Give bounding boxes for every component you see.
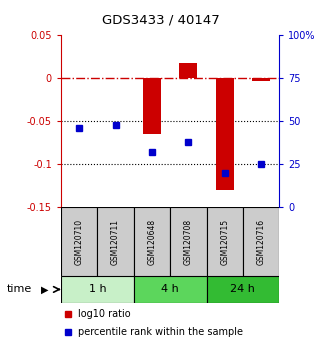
Text: percentile rank within the sample: percentile rank within the sample <box>78 327 243 337</box>
Text: GSM120716: GSM120716 <box>256 219 265 265</box>
Text: 1 h: 1 h <box>89 285 106 295</box>
Text: ▶: ▶ <box>41 285 49 295</box>
Text: GSM120711: GSM120711 <box>111 219 120 265</box>
Text: time: time <box>6 285 32 295</box>
Text: GSM120710: GSM120710 <box>75 219 84 265</box>
Text: 4 h: 4 h <box>161 285 179 295</box>
Text: GDS3433 / 40147: GDS3433 / 40147 <box>102 13 219 27</box>
Bar <box>252 78 270 81</box>
Bar <box>143 78 161 134</box>
Bar <box>243 207 279 276</box>
Bar <box>61 276 134 303</box>
Bar <box>97 207 134 276</box>
Text: GSM120708: GSM120708 <box>184 219 193 265</box>
Text: GSM120715: GSM120715 <box>220 219 229 265</box>
Text: log10 ratio: log10 ratio <box>78 309 131 319</box>
Bar <box>61 207 97 276</box>
Bar <box>134 276 206 303</box>
Bar <box>206 276 279 303</box>
Bar <box>216 78 234 190</box>
Text: GSM120648: GSM120648 <box>147 219 156 265</box>
Bar <box>179 63 197 78</box>
Bar <box>206 207 243 276</box>
Text: 24 h: 24 h <box>230 285 255 295</box>
Bar <box>134 207 170 276</box>
Bar <box>170 207 206 276</box>
